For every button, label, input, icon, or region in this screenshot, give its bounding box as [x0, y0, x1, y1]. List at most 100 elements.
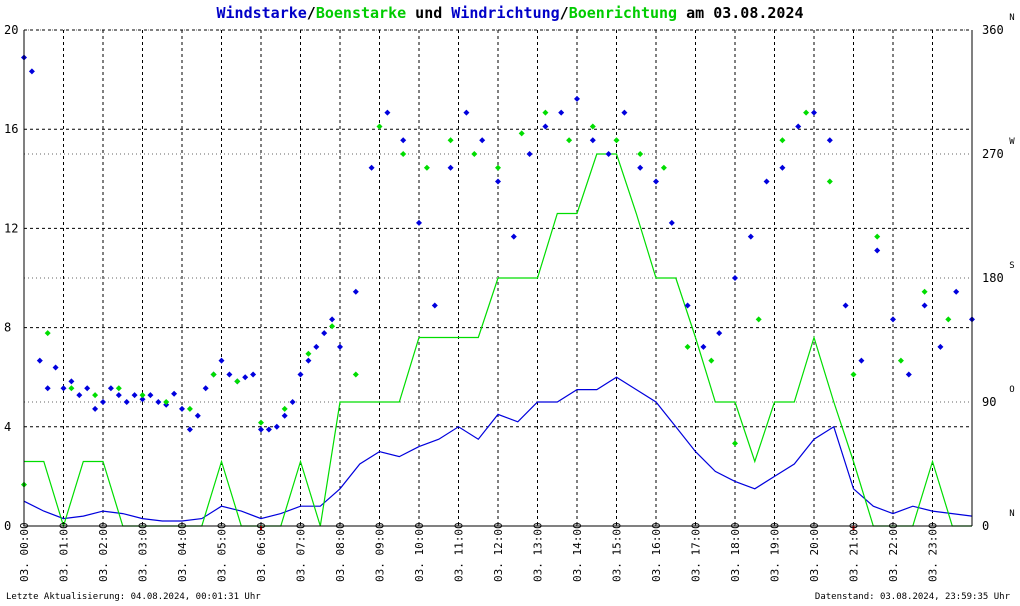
- direction-point: [289, 399, 296, 405]
- x-tick-label: 03. 11:00: [453, 522, 466, 582]
- title-part-7: am 03.08.2024: [677, 4, 803, 22]
- direction-point: [155, 399, 162, 405]
- direction-point: [194, 412, 201, 419]
- direction-point: [115, 392, 122, 399]
- x-tick-label: 03. 02:00: [97, 522, 110, 582]
- direction-point: [368, 164, 375, 171]
- direction-point: [542, 123, 549, 130]
- direction-point: [416, 219, 422, 226]
- direction-point: [60, 385, 67, 392]
- direction-point: [763, 178, 770, 185]
- direction-point: [202, 385, 209, 392]
- direction-point: [313, 343, 320, 350]
- x-tick-label: 03. 04:00: [176, 522, 189, 582]
- direction-point: [84, 385, 91, 392]
- y-tick-left: 4: [4, 420, 11, 434]
- direction-point: [44, 385, 51, 392]
- x-tick-label: 03. 21:00: [848, 522, 861, 582]
- direction-point: [708, 357, 715, 364]
- direction-point: [352, 288, 359, 295]
- direction-point: [92, 392, 99, 399]
- x-tick-label: 03. 09:00: [374, 522, 387, 582]
- direction-point: [226, 371, 233, 378]
- x-tick-label: 03. 20:00: [808, 522, 821, 582]
- direction-point: [258, 419, 264, 426]
- direction-point: [242, 374, 249, 381]
- direction-point: [937, 343, 944, 350]
- direction-point: [305, 350, 312, 357]
- series-line-windstarke: [23, 376, 973, 522]
- x-tick-label: 03. 22:00: [887, 522, 900, 582]
- series-windstarke: [23, 376, 973, 522]
- direction-point: [755, 316, 762, 323]
- direction-point: [589, 123, 596, 130]
- y-tick-right: 360: [982, 23, 1004, 37]
- direction-point: [297, 371, 304, 378]
- direction-point: [842, 302, 849, 309]
- direction-point: [826, 178, 833, 185]
- direction-point: [613, 137, 620, 144]
- title-part-5: /: [560, 4, 569, 22]
- x-tick-label: 03. 12:00: [492, 522, 505, 582]
- direction-point: [115, 385, 122, 392]
- title-part-0: Windstarke: [216, 4, 306, 22]
- y-tick-left: 12: [4, 221, 18, 235]
- y-tick-left: 20: [4, 23, 18, 37]
- x-tick-label: 03. 16:00: [650, 522, 663, 582]
- x-tick-label: 03. 05:00: [216, 522, 229, 582]
- direction-point: [637, 151, 644, 157]
- direction-point: [400, 137, 407, 144]
- x-tick-label: 03. 23:00: [927, 522, 940, 582]
- direction-point: [542, 109, 549, 116]
- direction-point: [803, 109, 810, 116]
- direction-point: [423, 164, 430, 171]
- direction-point: [897, 357, 904, 364]
- direction-point: [218, 357, 225, 364]
- direction-point: [826, 137, 833, 144]
- direction-point: [795, 123, 802, 130]
- direction-point: [186, 405, 193, 412]
- y-axis-left: 0 4 8 12 16 20: [4, 23, 18, 533]
- direction-point: [210, 371, 217, 378]
- direction-point: [376, 123, 383, 130]
- direction-point: [526, 151, 533, 157]
- direction-point: [850, 371, 857, 378]
- direction-letter: N: [1009, 509, 1014, 519]
- footer-last-update: Letzte Aktualisierung: 04.08.2024, 00:01…: [6, 592, 261, 602]
- direction-point: [139, 396, 146, 403]
- direction-letter: S: [1009, 261, 1014, 271]
- x-tick-label: 03. 06:00: [255, 522, 268, 582]
- direction-point: [447, 137, 454, 144]
- direction-point: [684, 343, 691, 350]
- x-tick-label: 03. 08:00: [334, 522, 347, 582]
- direction-point: [874, 247, 881, 254]
- y-tick-right: 0: [982, 519, 989, 533]
- title-part-4: Windrichtung: [451, 4, 559, 22]
- direction-point: [123, 399, 130, 405]
- direction-point: [447, 164, 454, 171]
- direction-point: [92, 405, 99, 412]
- direction-point: [52, 364, 59, 371]
- x-tick-label: 03. 03:00: [137, 522, 150, 582]
- x-tick-label: 03. 19:00: [769, 522, 782, 582]
- direction-point: [668, 219, 675, 226]
- y-axis-right: 0 90 180 270 360 N O S W N: [982, 13, 1015, 533]
- x-tick-label: 03. 17:00: [690, 522, 703, 582]
- plot-frame: [23, 30, 973, 530]
- direction-point: [329, 316, 336, 323]
- direction-point: [400, 151, 407, 157]
- direction-point: [171, 390, 178, 397]
- direction-point: [281, 405, 288, 412]
- direction-point: [874, 233, 881, 240]
- direction-letter: N: [1009, 13, 1014, 23]
- direction-point: [273, 423, 280, 430]
- direction-point: [779, 164, 786, 171]
- chart-title: Windstarke/Boenstarke und Windrichtung/B…: [216, 4, 803, 22]
- direction-point: [779, 137, 786, 144]
- y-tick-left: 16: [4, 122, 18, 136]
- direction-point: [589, 137, 596, 144]
- direction-point: [858, 357, 865, 364]
- direction-point: [471, 151, 478, 157]
- x-axis: 03. 00:00 03. 01:00 03. 02:00 03. 03:00 03. …: [18, 522, 940, 582]
- direction-point: [258, 426, 264, 433]
